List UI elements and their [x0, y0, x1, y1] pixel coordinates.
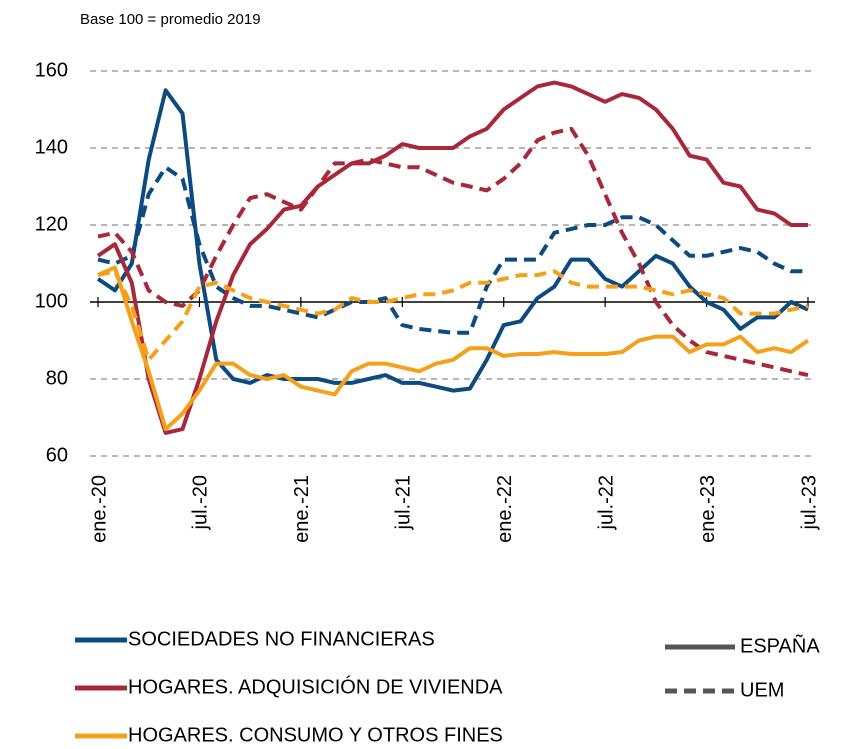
series-line [96, 80, 808, 435]
legend-label: HOGARES. ADQUISICIÓN DE VIVIENDA [128, 675, 503, 698]
legend-label: SOCIEDADES NO FINANCIERAS [128, 628, 435, 650]
x-tick-label: jul.-22 [595, 475, 617, 530]
x-tick-label: jul.-20 [190, 475, 212, 530]
y-tick-label: 80 [46, 367, 68, 389]
x-tick-label: ene.-22 [494, 475, 516, 543]
legend-label: HOGARES. CONSUMO Y OTROS FINES [128, 724, 503, 746]
series-line [97, 165, 808, 335]
x-tick-label: jul.-21 [393, 475, 415, 530]
x-tick-label: ene.-21 [291, 475, 313, 543]
y-tick-label: 100 [35, 290, 68, 312]
y-tick-label: 160 [35, 59, 68, 81]
legend-label: UEM [740, 679, 784, 701]
series-line [97, 269, 809, 362]
series-line [97, 126, 809, 378]
y-tick-label: 120 [35, 213, 68, 235]
y-tick-label: 140 [35, 136, 68, 158]
y-tick-label: 60 [46, 444, 68, 466]
legend-label: ESPAÑA [740, 633, 820, 657]
x-tick-label: ene.-20 [88, 475, 110, 543]
series-line [97, 265, 810, 432]
x-tick-label: jul.-23 [798, 475, 820, 530]
series-line [96, 88, 809, 393]
x-tick-label: ene.-23 [697, 475, 719, 543]
chart-subtitle: Base 100 = promedio 2019 [80, 11, 261, 28]
